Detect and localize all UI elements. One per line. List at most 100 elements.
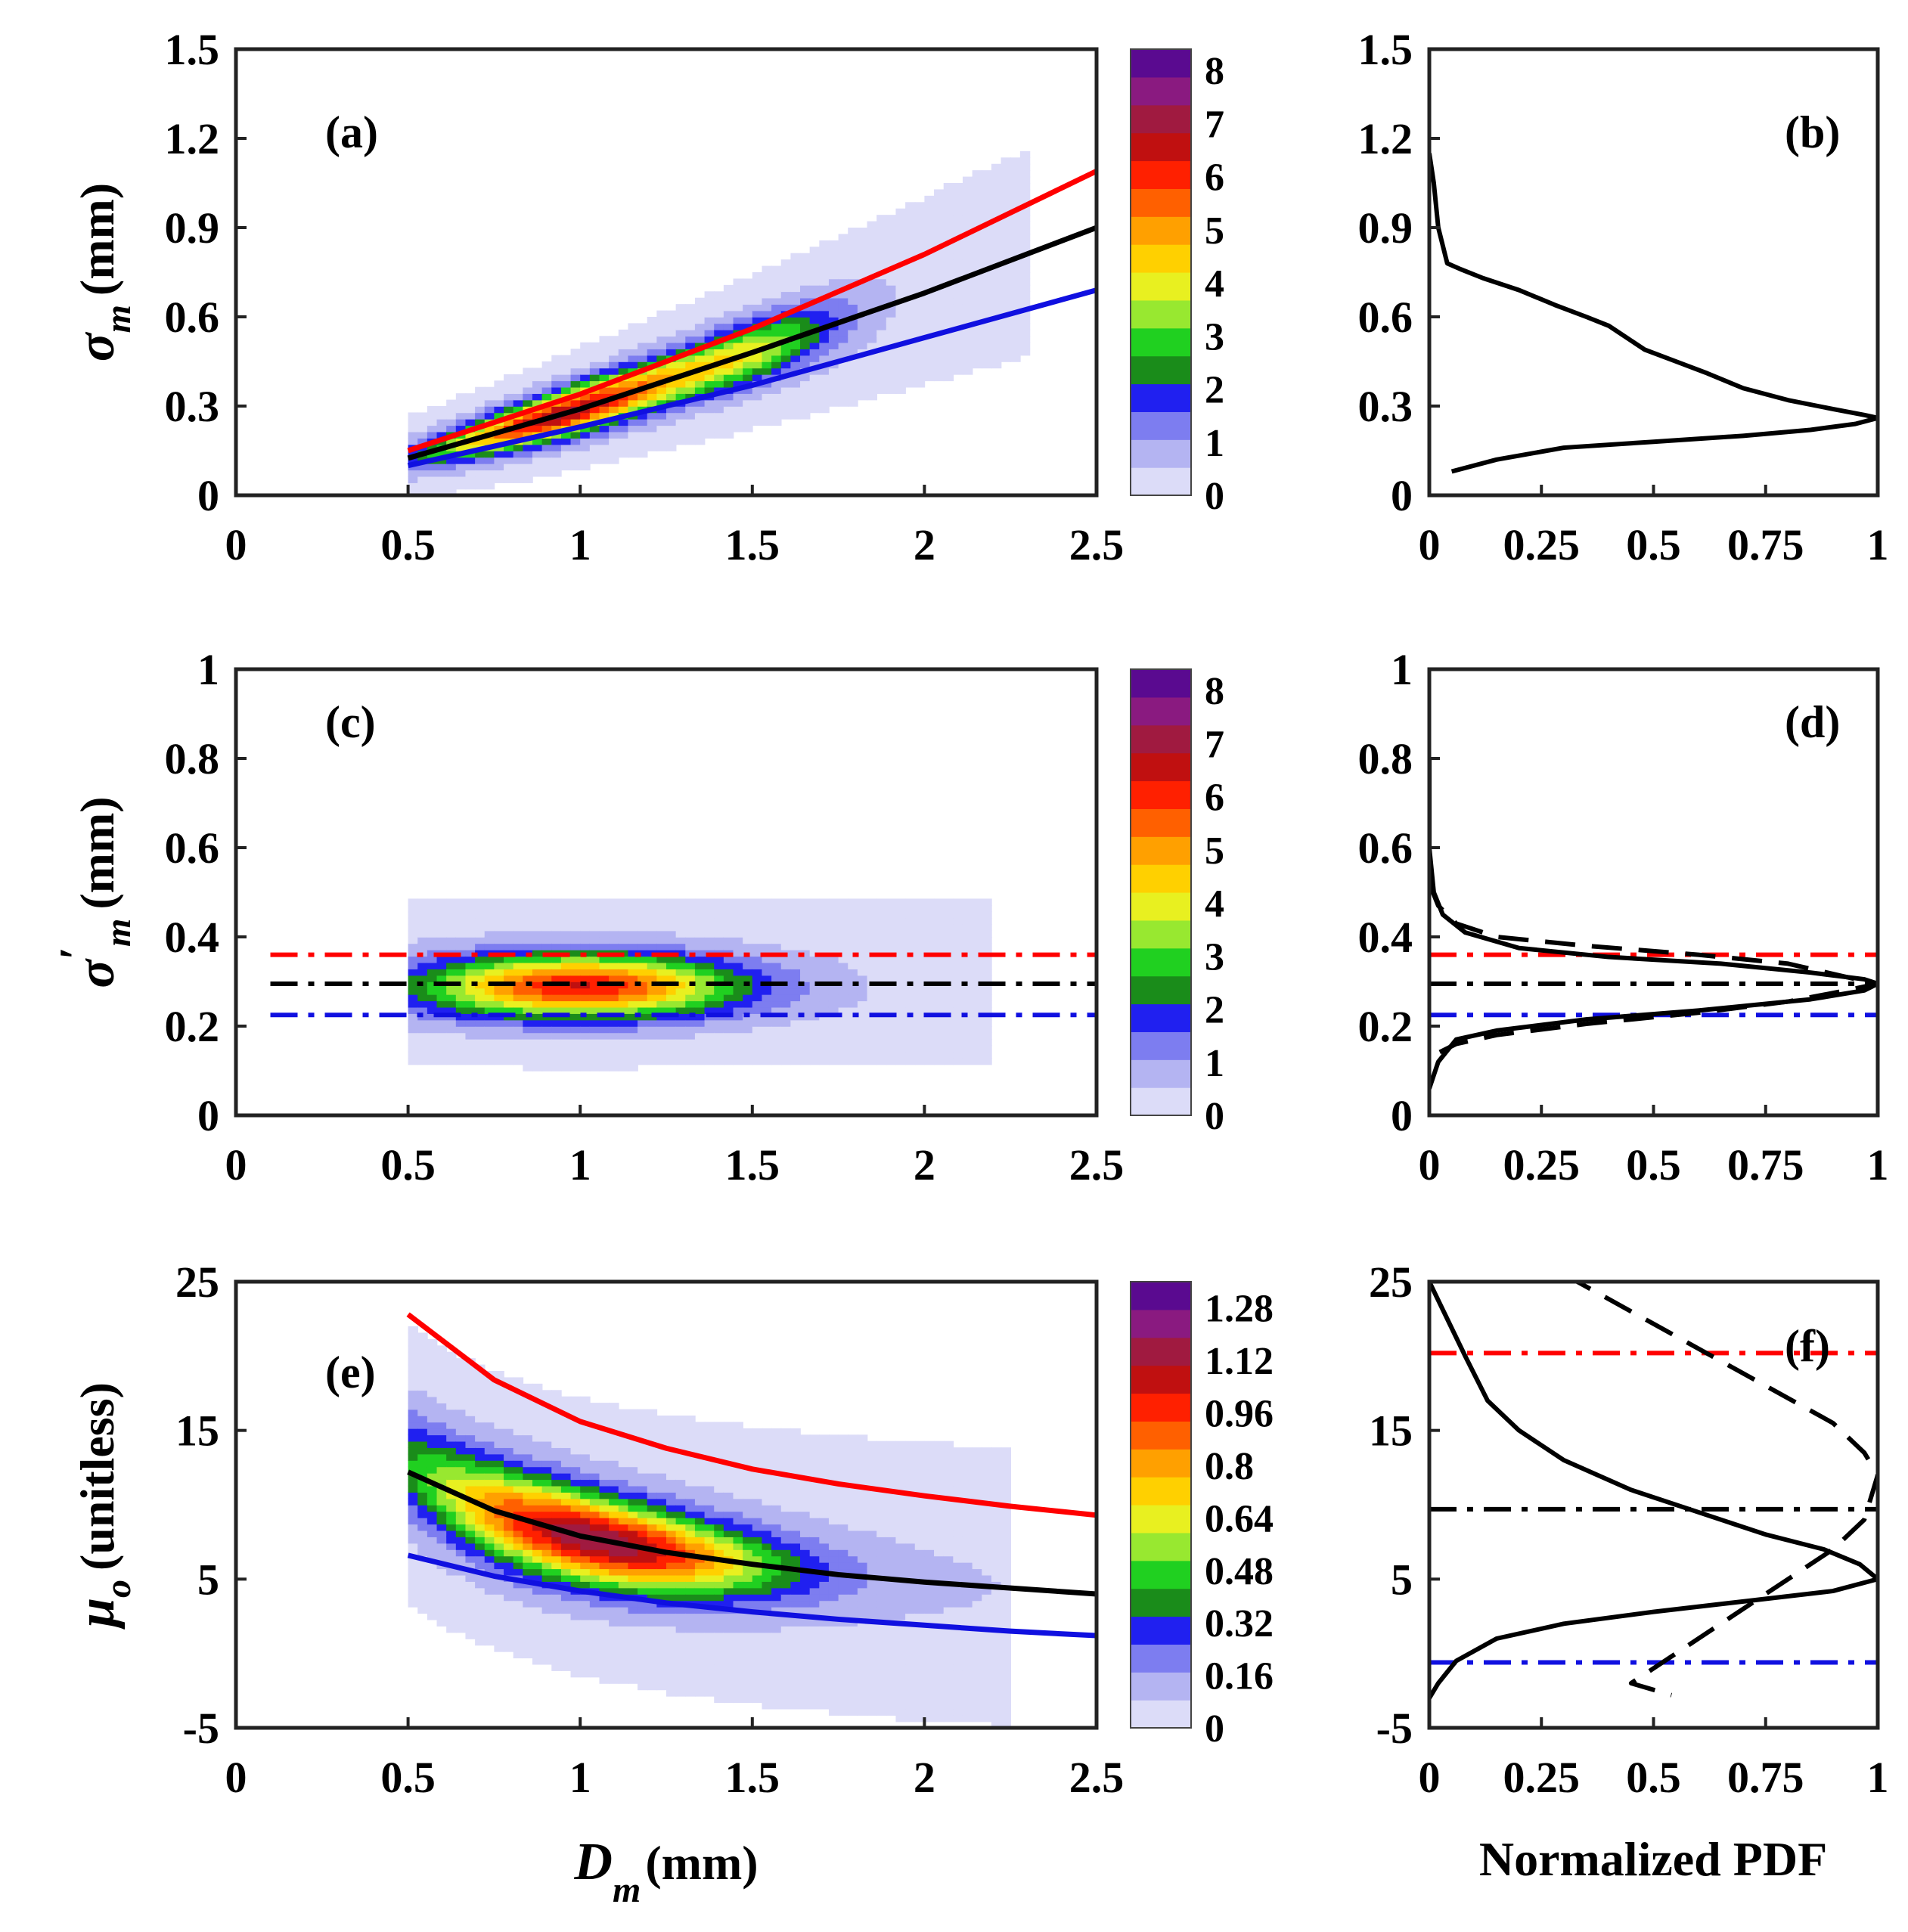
density-cell bbox=[455, 1364, 467, 1372]
density-cell bbox=[628, 924, 638, 932]
density-cell bbox=[914, 265, 926, 273]
density-cell bbox=[723, 1051, 734, 1059]
density-cell bbox=[809, 317, 821, 324]
density-cell bbox=[905, 240, 916, 248]
density-cell bbox=[570, 355, 581, 362]
density-cell bbox=[494, 386, 504, 394]
density-cell bbox=[656, 386, 667, 394]
density-cell bbox=[800, 1006, 811, 1014]
density-cell bbox=[704, 956, 715, 963]
density-cell bbox=[504, 1492, 514, 1499]
density-cell bbox=[838, 304, 849, 312]
density-cell bbox=[408, 1358, 419, 1366]
density-cell bbox=[599, 1676, 610, 1684]
density-cell bbox=[666, 367, 677, 375]
density-cell bbox=[685, 1517, 696, 1525]
density-cell bbox=[685, 1555, 696, 1563]
density-cell bbox=[714, 1581, 724, 1589]
density-cell bbox=[599, 1524, 610, 1531]
density-cell bbox=[819, 336, 830, 343]
density-cell bbox=[675, 1639, 687, 1646]
density-cell bbox=[800, 336, 811, 343]
density-cell bbox=[924, 202, 935, 209]
density-cell bbox=[962, 1006, 973, 1014]
density-cell bbox=[560, 988, 572, 995]
density-cell bbox=[1001, 221, 1011, 228]
density-cell bbox=[819, 374, 830, 382]
density-cell bbox=[523, 1613, 533, 1620]
density-cell bbox=[934, 898, 945, 906]
density-cell bbox=[895, 208, 906, 216]
density-cell bbox=[886, 367, 897, 375]
density-cell bbox=[523, 1645, 533, 1652]
density-cell bbox=[455, 1032, 467, 1040]
density-cell bbox=[752, 297, 763, 305]
density-cell bbox=[465, 975, 476, 982]
density-cell bbox=[675, 1013, 687, 1021]
density-cell bbox=[570, 1019, 581, 1027]
density-cell bbox=[436, 470, 447, 477]
density-cell bbox=[446, 1581, 457, 1589]
density-cell bbox=[714, 1447, 724, 1455]
density-cell bbox=[972, 1051, 983, 1059]
density-cell bbox=[541, 1555, 553, 1563]
density-cell bbox=[484, 1574, 495, 1582]
density-cell bbox=[1010, 202, 1021, 209]
density-cell bbox=[589, 457, 600, 464]
density-cell bbox=[580, 1543, 591, 1550]
density-cell bbox=[780, 898, 792, 906]
density-cell bbox=[504, 1019, 514, 1027]
density-cell bbox=[532, 1013, 543, 1021]
density-cell bbox=[685, 917, 696, 925]
density-cell bbox=[523, 1568, 533, 1576]
density-cell bbox=[972, 1058, 983, 1065]
density-cell bbox=[982, 904, 992, 913]
density-cell bbox=[580, 1613, 591, 1620]
density-cell bbox=[790, 323, 801, 330]
x-tick-label: 0.5 bbox=[1626, 1140, 1681, 1189]
density-cell bbox=[628, 1600, 638, 1608]
density-cell bbox=[446, 924, 457, 932]
density-cell bbox=[484, 470, 495, 477]
density-cell bbox=[924, 1000, 935, 1008]
density-cell bbox=[580, 1026, 591, 1034]
density-cell bbox=[809, 272, 821, 280]
density-cell bbox=[656, 438, 667, 445]
density-cell bbox=[484, 1383, 495, 1391]
density-cell bbox=[780, 265, 792, 273]
density-cell bbox=[589, 1000, 600, 1008]
density-cell bbox=[446, 904, 457, 913]
density-cell bbox=[771, 1453, 782, 1461]
density-cell bbox=[580, 1664, 591, 1671]
density-cell bbox=[867, 265, 877, 273]
density-cell bbox=[618, 431, 629, 439]
density-cell bbox=[762, 367, 772, 375]
colorbar-tick-label: 6 bbox=[1205, 157, 1224, 200]
density-cell bbox=[733, 1683, 743, 1691]
density-cell bbox=[733, 1479, 743, 1487]
density-cell bbox=[455, 1549, 467, 1557]
density-cell bbox=[828, 1038, 839, 1047]
density-cell bbox=[628, 1492, 638, 1499]
density-cell bbox=[618, 1434, 629, 1442]
density-cell bbox=[953, 195, 963, 203]
density-cell bbox=[685, 1639, 696, 1646]
density-cell bbox=[541, 1658, 553, 1665]
density-cell bbox=[638, 1409, 648, 1416]
density-cell bbox=[618, 975, 629, 982]
density-cell bbox=[743, 1639, 753, 1646]
density-cell bbox=[704, 1440, 715, 1448]
density-cell bbox=[762, 1530, 772, 1537]
density-cell bbox=[475, 470, 486, 477]
density-cell bbox=[675, 310, 687, 318]
density-cell bbox=[408, 1019, 419, 1027]
density-cell bbox=[848, 259, 858, 267]
density-cell bbox=[838, 278, 849, 286]
density-cell bbox=[771, 361, 782, 369]
density-cell bbox=[560, 1568, 572, 1576]
density-cell bbox=[436, 1498, 447, 1506]
density-cell bbox=[647, 386, 658, 394]
density-cell bbox=[943, 969, 954, 976]
density-cell bbox=[943, 1032, 954, 1040]
density-cell bbox=[838, 937, 849, 944]
